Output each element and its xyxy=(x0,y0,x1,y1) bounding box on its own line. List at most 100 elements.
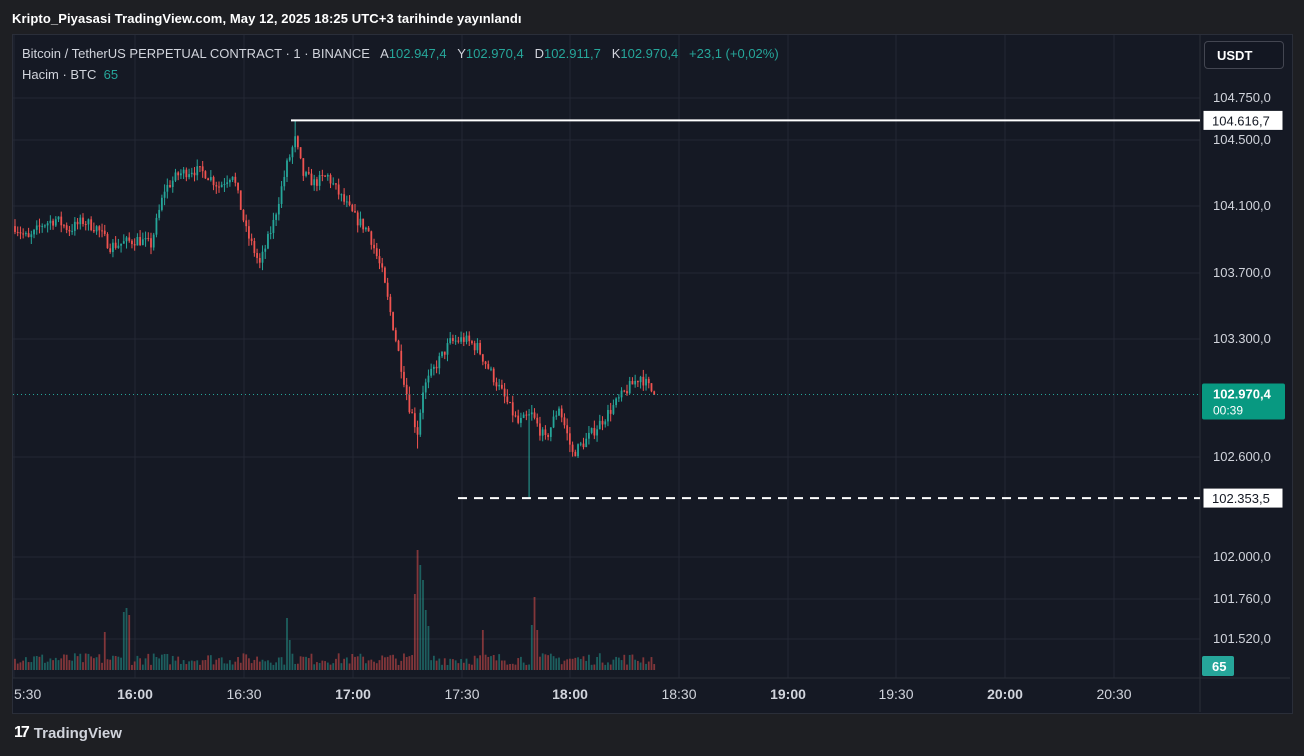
volume-bar xyxy=(568,658,571,670)
currency-selector-button[interactable]: USDT xyxy=(1204,41,1284,69)
candle-body xyxy=(302,158,305,176)
volume-bar xyxy=(299,656,302,670)
volume-bar xyxy=(427,626,430,670)
volume-bar xyxy=(65,654,68,670)
volume-bar xyxy=(234,661,237,670)
volume-bar xyxy=(248,658,250,670)
volume-bar xyxy=(506,664,509,670)
candle-body xyxy=(318,175,321,186)
candle-body xyxy=(269,232,272,234)
candle-body xyxy=(180,173,182,176)
candle-body xyxy=(454,340,457,342)
volume-bar xyxy=(498,654,501,670)
volume-bar xyxy=(318,663,321,670)
volume-bar xyxy=(313,664,316,670)
volume-bar xyxy=(73,653,76,670)
candle-body xyxy=(511,402,514,416)
candle-body xyxy=(98,226,101,231)
candle-body xyxy=(607,409,609,422)
volume-bar xyxy=(403,653,405,670)
candle-body xyxy=(364,227,367,230)
tradingview-logo[interactable]: 17 TradingView xyxy=(14,724,122,742)
price-tick-label: 102.600,0 xyxy=(1213,449,1271,464)
candle-body xyxy=(362,218,365,230)
candle-body xyxy=(166,185,169,192)
candle-body xyxy=(24,233,27,235)
volume-bar xyxy=(174,660,177,670)
legend-open-label: A xyxy=(380,46,389,61)
legend-volume-label[interactable]: Hacim · BTC xyxy=(22,67,97,82)
volume-bar xyxy=(416,550,419,670)
candle-body xyxy=(471,341,473,344)
candle-body xyxy=(215,185,218,187)
volume-bar xyxy=(256,656,258,670)
candle-body xyxy=(106,234,109,249)
volume-bar xyxy=(204,659,207,670)
candle-body xyxy=(283,176,286,187)
volume-bar xyxy=(193,661,196,670)
volume-bar xyxy=(443,658,446,670)
volume-bar xyxy=(329,664,332,670)
volume-bar xyxy=(272,664,275,670)
volume-bar xyxy=(190,660,193,670)
volume-bar xyxy=(152,653,155,670)
candle-body xyxy=(73,221,76,231)
time-tick-label: 20:00 xyxy=(987,686,1023,702)
volume-bar xyxy=(487,656,490,670)
legend-symbol[interactable]: Bitcoin / TetherUS PERPETUAL CONTRACT · … xyxy=(22,46,370,61)
candle-body xyxy=(79,217,82,225)
candle-body xyxy=(381,263,384,268)
candle-body xyxy=(373,244,375,249)
price-tick-label: 101.760,0 xyxy=(1213,591,1271,606)
candle-body xyxy=(457,340,460,342)
volume-bar xyxy=(566,659,569,670)
candle-body xyxy=(87,219,90,225)
volume-bar xyxy=(514,664,517,670)
volume-bar xyxy=(52,660,54,670)
candle-body xyxy=(294,136,297,148)
candle-body xyxy=(533,412,536,418)
volume-bar xyxy=(596,656,598,670)
candle-body xyxy=(33,229,35,235)
candle-body xyxy=(544,429,547,435)
volume-bar xyxy=(533,597,536,670)
volume-bar xyxy=(199,664,201,670)
candle-body xyxy=(231,176,234,181)
tradingview-logo-icon: 17 xyxy=(14,724,30,741)
volume-bar xyxy=(457,663,460,670)
volume-bar xyxy=(207,655,210,670)
volume-bar xyxy=(33,656,35,670)
time-tick-label: 19:30 xyxy=(878,686,913,702)
volume-bar xyxy=(500,660,503,670)
volume-bar xyxy=(302,656,305,670)
candle-body xyxy=(552,416,555,428)
candle-body xyxy=(397,340,400,351)
volume-bar xyxy=(258,661,261,670)
candle-body xyxy=(144,238,147,240)
candle-body xyxy=(182,169,185,174)
candle-body xyxy=(354,211,356,213)
candle-body xyxy=(498,384,501,387)
volume-bar xyxy=(212,664,215,670)
volume-bar xyxy=(449,658,452,670)
candle-body xyxy=(63,225,65,227)
candle-body xyxy=(228,180,231,183)
time-tick-label: 17:00 xyxy=(335,686,371,702)
volume-bar xyxy=(209,655,212,670)
chart-frame[interactable] xyxy=(12,34,1293,714)
candle-body xyxy=(351,204,354,212)
volume-bar xyxy=(617,657,620,670)
volume-bar xyxy=(452,659,454,670)
candle-body xyxy=(57,216,60,220)
candle-body xyxy=(95,226,98,232)
low-line-label: 102.353,5 xyxy=(1212,491,1270,506)
candle-body xyxy=(133,244,136,246)
candle-body xyxy=(430,368,433,376)
candle-body xyxy=(343,194,346,202)
candle-body xyxy=(617,397,620,399)
volume-bar xyxy=(245,654,248,670)
volume-bar xyxy=(430,660,433,670)
volume-bar xyxy=(283,664,286,670)
candle-body xyxy=(136,236,139,246)
